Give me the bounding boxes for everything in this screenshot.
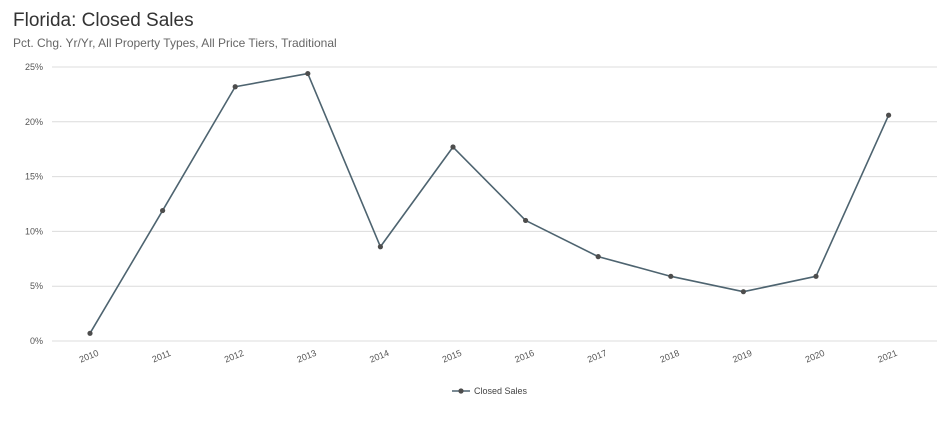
x-tick-label: 2011 [151, 348, 173, 365]
data-point [305, 70, 311, 77]
data-point [87, 330, 93, 336]
data-point [523, 217, 529, 224]
data-point [668, 273, 674, 279]
data-point [813, 273, 819, 279]
y-tick-label: 0% [30, 336, 43, 346]
x-axis-ticks: 2010 2011 2012 2013 2014 2015 2016 2017 2018 2019… [78, 348, 899, 365]
y-tick-label: 20% [25, 117, 43, 127]
data-point [160, 207, 166, 214]
x-tick-label: 2016 [513, 348, 535, 365]
data-point [595, 254, 601, 260]
series-line [89, 72, 890, 334]
x-tick-label: 2010 [78, 348, 100, 365]
series-closed-sales [87, 70, 892, 336]
y-tick-label: 15% [25, 172, 43, 182]
x-tick-label: 2012 [223, 348, 245, 365]
x-tick-label: 2015 [441, 348, 463, 365]
y-tick-label: 10% [25, 226, 43, 236]
legend-swatch-marker [458, 388, 464, 394]
chart-title: Florida: Closed Sales [13, 10, 194, 31]
y-tick-label: 5% [30, 281, 43, 291]
x-tick-label: 2020 [804, 348, 826, 365]
data-point [377, 244, 383, 250]
legend: Closed Sales [452, 386, 528, 396]
chart-subtitle: Pct. Chg. Yr/Yr, All Property Types, All… [13, 36, 337, 50]
data-point [886, 112, 892, 118]
data-point [232, 84, 238, 90]
x-tick-label: 2018 [659, 348, 681, 365]
legend-label: Closed Sales [474, 386, 528, 396]
data-point [740, 289, 747, 295]
y-tick-label: 25% [25, 62, 43, 72]
x-tick-label: 2014 [368, 348, 390, 365]
gridlines [52, 66, 937, 342]
y-axis-ticks: 0% 5% 10% 15% 20% 25% [25, 62, 43, 346]
data-point [450, 144, 456, 150]
x-tick-label: 2017 [586, 348, 608, 365]
x-tick-label: 2019 [731, 348, 753, 365]
x-tick-label: 2013 [296, 348, 318, 365]
x-tick-label: 2021 [876, 348, 898, 365]
